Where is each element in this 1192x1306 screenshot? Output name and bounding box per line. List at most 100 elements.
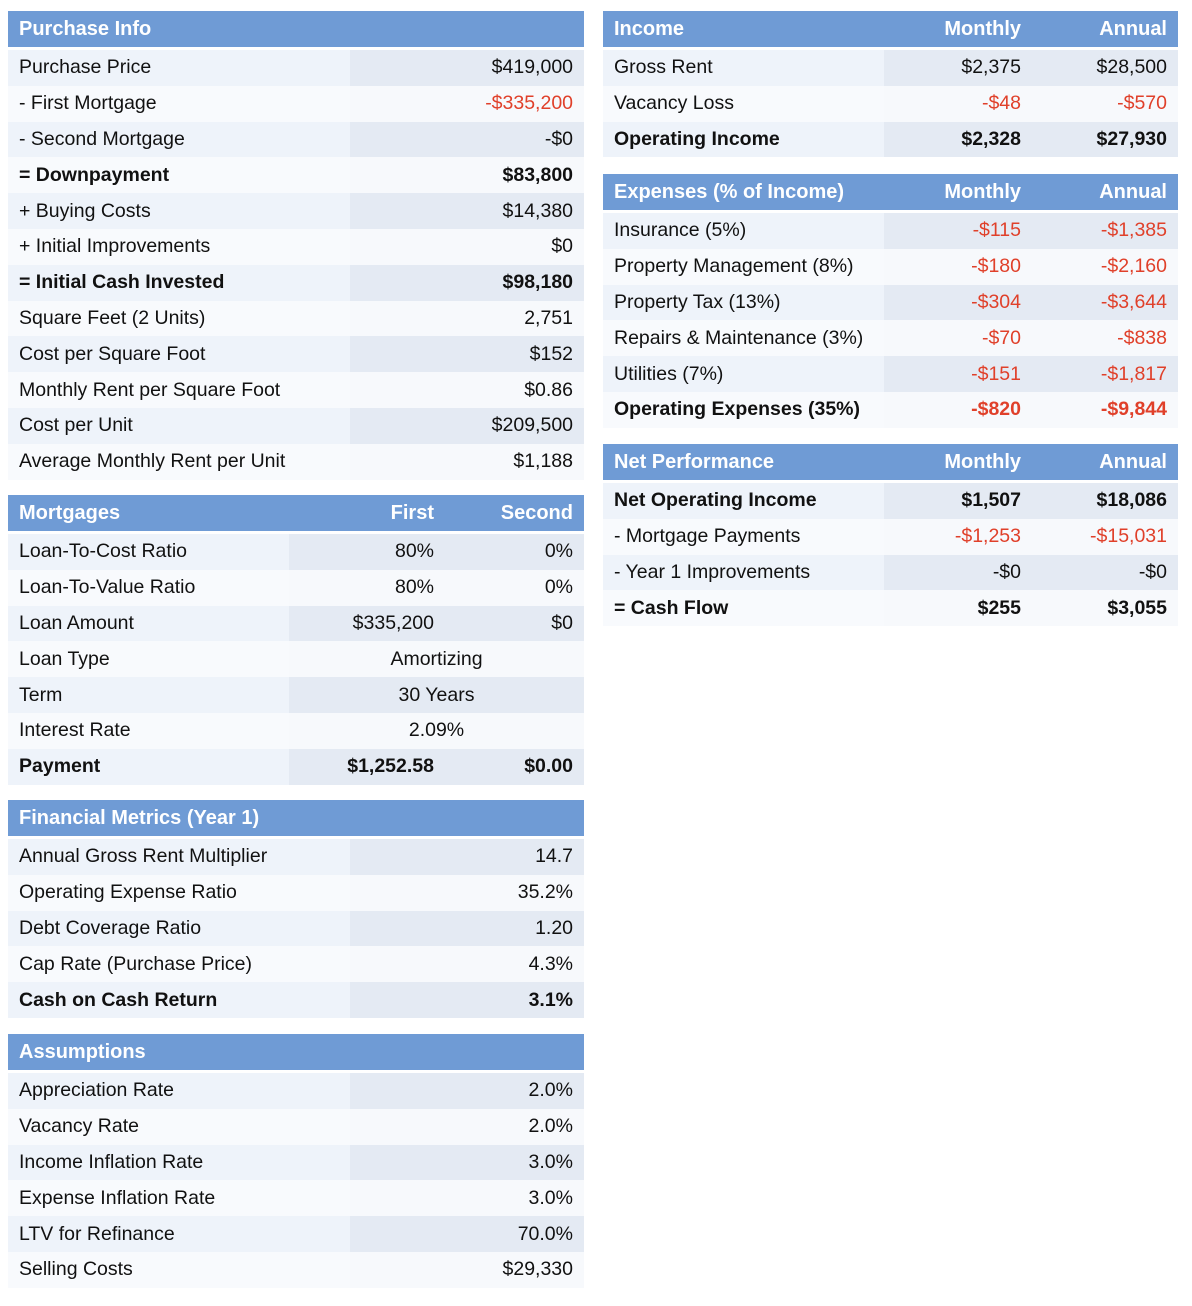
- row-label: Operating Expenses (35%): [603, 391, 884, 428]
- assumptions-row: Expense Inflation Rate 3.0%: [8, 1180, 584, 1217]
- row-value: 3.1%: [350, 982, 585, 1018]
- net-performance-col-annual: Annual: [1032, 444, 1178, 483]
- annual-value: -$2,160: [1032, 248, 1178, 285]
- assumptions-title: Assumptions: [8, 1034, 584, 1073]
- row-label: Average Monthly Rent per Unit: [8, 443, 350, 480]
- mortgages-col-first: First: [289, 495, 445, 534]
- mortgages-col-second: Second: [445, 495, 584, 534]
- monthly-value: -$820: [884, 391, 1032, 428]
- monthly-value: -$304: [884, 284, 1032, 321]
- purchase-row: Average Monthly Rent per Unit $1,188: [8, 443, 585, 480]
- assumptions-row: Selling Costs $29,330: [8, 1251, 584, 1288]
- financial-metrics-table: Financial Metrics (Year 1) Annual Gross …: [8, 800, 585, 1018]
- mortgages-panel: Mortgages First Second Loan-To-Cost Rati…: [8, 495, 584, 785]
- monthly-value: -$1,253: [884, 518, 1032, 555]
- row-value: Amortizing: [289, 641, 584, 678]
- row-label: Operating Income: [603, 121, 884, 158]
- row-label: = Downpayment: [8, 157, 350, 194]
- mortgages-row: Term 30 Years: [8, 677, 584, 713]
- annual-value: -$1,817: [1032, 356, 1178, 392]
- annual-value: -$0: [1032, 554, 1178, 591]
- row-label: Repairs & Maintenance (3%): [603, 320, 884, 357]
- expenses-row: Property Tax (13%) -$304 -$3,644: [603, 284, 1178, 321]
- net-row: = Cash Flow $255 $3,055: [603, 590, 1178, 627]
- monthly-value: $1,507: [884, 481, 1032, 519]
- net-performance-table: Net Performance Monthly Annual Net Opera…: [603, 444, 1178, 627]
- income-row: Gross Rent $2,375 $28,500: [603, 48, 1178, 86]
- row-value: $0.86: [350, 372, 585, 408]
- net-performance-title: Net Performance: [603, 444, 884, 483]
- mortgages-row: Loan-To-Cost Ratio 80% 0%: [8, 532, 584, 570]
- row-label: Income Inflation Rate: [8, 1144, 350, 1181]
- row-value: $83,800: [350, 157, 585, 194]
- mortgages-row: Payment $1,252.58 $0.00: [8, 748, 584, 785]
- row-label: Cap Rate (Purchase Price): [8, 946, 350, 983]
- income-panel: Income Monthly Annual Gross Rent $2,375 $2…: [603, 11, 1178, 158]
- row-label: Vacancy Rate: [8, 1108, 350, 1145]
- monthly-value: -$180: [884, 248, 1032, 285]
- row-value: 4.3%: [350, 946, 585, 983]
- assumptions-table: Assumptions Appreciation Rate 2.0% Vacancy…: [8, 1034, 584, 1288]
- expenses-table: Expenses (% of Income) Monthly Annual In…: [603, 174, 1178, 428]
- annual-value: -$838: [1032, 320, 1178, 357]
- mortgages-header: Mortgages First Second: [8, 495, 584, 534]
- row-value: 70.0%: [350, 1216, 584, 1252]
- income-header: Income Monthly Annual: [603, 11, 1178, 50]
- row-value: 2.09%: [289, 712, 584, 749]
- row-label: Purchase Price: [8, 48, 350, 86]
- metrics-row: Operating Expense Ratio 35.2%: [8, 874, 585, 911]
- purchase-row: + Initial Improvements $0: [8, 228, 585, 265]
- row-label: LTV for Refinance: [8, 1216, 350, 1252]
- row-value: $0: [350, 228, 585, 265]
- row-label: Net Operating Income: [603, 481, 884, 519]
- assumptions-row: Vacancy Rate 2.0%: [8, 1108, 584, 1145]
- net-performance-col-monthly: Monthly: [884, 444, 1032, 483]
- row-label: - First Mortgage: [8, 85, 350, 122]
- mortgages-row: Loan Amount $335,200 $0: [8, 605, 584, 642]
- expenses-row: Property Management (8%) -$180 -$2,160: [603, 248, 1178, 285]
- purchase-row: Purchase Price $419,000: [8, 48, 585, 86]
- second-value: $0.00: [445, 748, 584, 785]
- expenses-row: Utilities (7%) -$151 -$1,817: [603, 356, 1178, 392]
- monthly-value: -$0: [884, 554, 1032, 591]
- annual-value: $3,055: [1032, 590, 1178, 627]
- assumptions-header: Assumptions: [8, 1034, 584, 1073]
- expenses-col-annual: Annual: [1032, 174, 1178, 213]
- row-value: 2.0%: [350, 1071, 584, 1109]
- row-label: Loan-To-Value Ratio: [8, 569, 289, 606]
- row-label: Interest Rate: [8, 712, 289, 749]
- purchase-row: - Second Mortgage -$0: [8, 121, 585, 158]
- net-row: - Mortgage Payments -$1,253 -$15,031: [603, 518, 1178, 555]
- first-value: $335,200: [289, 605, 445, 642]
- row-value: $152: [350, 336, 585, 373]
- row-label: Term: [8, 677, 289, 713]
- expenses-row: Repairs & Maintenance (3%) -$70 -$838: [603, 320, 1178, 357]
- row-value: 1.20: [350, 910, 585, 947]
- annual-value: $28,500: [1032, 48, 1178, 86]
- row-value: $419,000: [350, 48, 585, 86]
- row-label: Insurance (5%): [603, 211, 884, 249]
- row-label: Debt Coverage Ratio: [8, 910, 350, 947]
- monthly-value: $255: [884, 590, 1032, 627]
- income-row: Vacancy Loss -$48 -$570: [603, 85, 1178, 122]
- first-value: 80%: [289, 569, 445, 606]
- annual-value: -$1,385: [1032, 211, 1178, 249]
- monthly-value: -$48: [884, 85, 1032, 122]
- annual-value: -$9,844: [1032, 391, 1178, 428]
- row-label: Property Tax (13%): [603, 284, 884, 321]
- purchase-info-header: Purchase Info: [8, 11, 585, 50]
- metrics-row: Cap Rate (Purchase Price) 4.3%: [8, 946, 585, 983]
- row-label: + Initial Improvements: [8, 228, 350, 265]
- monthly-value: $2,375: [884, 48, 1032, 86]
- purchase-row: - First Mortgage -$335,200: [8, 85, 585, 122]
- row-value: $29,330: [350, 1251, 584, 1288]
- metrics-row: Cash on Cash Return 3.1%: [8, 982, 585, 1018]
- second-value: 0%: [445, 569, 584, 606]
- purchase-row: = Initial Cash Invested $98,180: [8, 264, 585, 301]
- net-row: - Year 1 Improvements -$0 -$0: [603, 554, 1178, 591]
- net-performance-panel: Net Performance Monthly Annual Net Opera…: [603, 444, 1178, 627]
- mortgages-title: Mortgages: [8, 495, 289, 534]
- annual-value: $27,930: [1032, 121, 1178, 158]
- row-value: $209,500: [350, 407, 585, 444]
- row-value: 3.0%: [350, 1144, 584, 1181]
